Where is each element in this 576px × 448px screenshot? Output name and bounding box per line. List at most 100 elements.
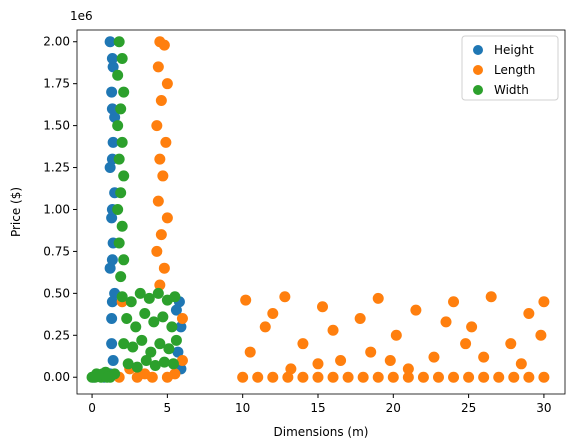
point	[448, 371, 460, 383]
point	[136, 334, 148, 346]
point	[139, 307, 151, 319]
y-tick-label: 2.00	[43, 35, 70, 49]
point	[176, 354, 188, 366]
point	[170, 304, 182, 316]
point	[161, 212, 173, 224]
point	[460, 338, 472, 350]
x-tick-label: 10	[235, 401, 250, 415]
y-tick-label: 0.00	[43, 370, 70, 384]
point	[118, 338, 130, 350]
point	[106, 254, 118, 266]
y-tick-label: 0.50	[43, 286, 70, 300]
y-tick-label: 1.75	[43, 77, 70, 91]
y-axis-label: Price ($)	[9, 187, 23, 237]
point	[116, 291, 128, 303]
point	[149, 359, 161, 371]
series-1	[113, 36, 550, 383]
point	[158, 262, 170, 274]
point	[244, 346, 256, 358]
y-tick-label: 0.75	[43, 244, 70, 258]
point	[538, 371, 550, 383]
point	[107, 136, 119, 148]
point	[327, 371, 339, 383]
point	[432, 371, 444, 383]
legend-box	[461, 35, 559, 101]
legend-marker	[473, 85, 483, 95]
point	[167, 358, 179, 370]
point	[523, 371, 535, 383]
point	[155, 94, 167, 106]
point	[267, 307, 279, 319]
point	[505, 338, 517, 350]
point	[152, 61, 164, 73]
point	[297, 371, 309, 383]
point	[151, 245, 163, 257]
point	[148, 316, 160, 328]
point	[106, 103, 118, 115]
point	[109, 111, 121, 123]
point	[115, 187, 127, 199]
point	[478, 371, 490, 383]
point	[118, 86, 130, 98]
x-tick-label: 0	[88, 401, 96, 415]
point	[390, 329, 402, 341]
point	[387, 371, 399, 383]
point	[154, 338, 166, 350]
point	[170, 334, 182, 346]
point	[402, 371, 414, 383]
point	[106, 338, 118, 350]
x-tick-label: 25	[461, 401, 476, 415]
point	[372, 292, 384, 304]
point	[104, 262, 116, 274]
point	[157, 311, 169, 323]
point	[107, 354, 119, 366]
point	[176, 313, 188, 325]
point	[140, 354, 152, 366]
point	[131, 361, 143, 373]
point	[151, 120, 163, 132]
point	[402, 363, 414, 375]
point	[112, 69, 124, 81]
point	[134, 287, 146, 299]
legend-label: Length	[494, 63, 535, 77]
point	[485, 291, 497, 303]
point	[145, 346, 157, 358]
point	[282, 371, 294, 383]
point	[493, 371, 505, 383]
point	[312, 358, 324, 370]
point	[146, 371, 158, 383]
point	[327, 324, 339, 336]
x-tick-label: 30	[536, 401, 551, 415]
point	[417, 371, 429, 383]
point	[478, 351, 490, 363]
point	[104, 162, 116, 174]
point	[508, 371, 520, 383]
point	[285, 363, 297, 375]
x-tick-label: 20	[386, 401, 401, 415]
point	[160, 136, 172, 148]
point	[538, 296, 550, 308]
point	[312, 371, 324, 383]
point	[342, 371, 354, 383]
point	[118, 254, 130, 266]
point	[372, 371, 384, 383]
point	[152, 287, 164, 299]
point	[158, 356, 170, 368]
point	[535, 329, 547, 341]
point	[357, 371, 369, 383]
x-axis-label: Dimensions (m)	[274, 425, 369, 439]
point	[115, 103, 127, 115]
point	[116, 53, 128, 65]
point	[125, 296, 137, 308]
point	[252, 371, 264, 383]
point	[106, 86, 118, 98]
point	[155, 229, 167, 241]
point	[237, 371, 249, 383]
point	[154, 279, 166, 291]
point	[240, 294, 252, 306]
point	[157, 170, 169, 182]
point	[523, 307, 535, 319]
point	[161, 371, 173, 383]
point	[175, 321, 187, 333]
